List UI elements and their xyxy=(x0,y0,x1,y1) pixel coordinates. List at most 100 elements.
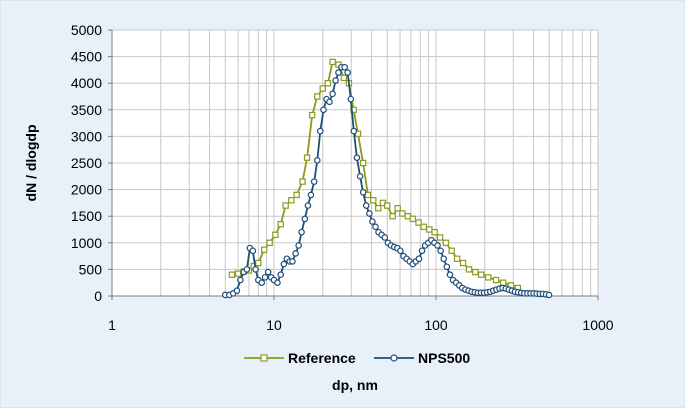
data-point-nps500 xyxy=(233,287,241,294)
data-point-nps500 xyxy=(344,69,351,76)
data-point-nps500 xyxy=(258,279,266,287)
data-point-reference xyxy=(500,279,507,286)
data-point-nps500 xyxy=(329,90,336,98)
y-tick-label: 3500 xyxy=(71,102,102,118)
data-point-nps500 xyxy=(366,210,373,217)
data-point-reference xyxy=(234,270,242,277)
data-point-nps500 xyxy=(434,242,441,249)
data-point-reference xyxy=(436,234,444,241)
data-point-nps500 xyxy=(252,266,259,273)
data-point-nps500 xyxy=(372,223,379,231)
data-point-reference xyxy=(404,213,412,220)
data-point-nps500 xyxy=(237,276,244,284)
data-point-nps500 xyxy=(249,247,257,255)
data-point-nps500 xyxy=(362,202,370,209)
data-point-reference xyxy=(329,58,336,66)
data-point-reference xyxy=(228,271,236,278)
data-point-reference xyxy=(299,178,306,185)
data-point-nps500 xyxy=(440,255,448,263)
legend-marker-reference xyxy=(260,354,268,362)
data-point-nps500 xyxy=(316,127,324,135)
y-tick-label: 3000 xyxy=(71,128,102,144)
data-point-reference xyxy=(477,271,485,278)
data-point-reference xyxy=(364,191,372,199)
data-point-reference xyxy=(340,74,348,82)
data-point-reference xyxy=(415,219,422,226)
data-point-reference xyxy=(277,220,284,228)
data-point-nps500 xyxy=(261,274,269,281)
x-tick-label: 1000 xyxy=(582,317,613,333)
legend-label-nps500: NPS500 xyxy=(418,350,470,366)
data-point-reference xyxy=(282,202,289,209)
data-point-nps500 xyxy=(437,247,444,255)
data-point-nps500 xyxy=(310,178,318,185)
series-layer xyxy=(221,58,553,299)
data-point-nps500 xyxy=(264,268,272,276)
data-point-nps500 xyxy=(356,173,364,180)
data-point-nps500 xyxy=(353,154,361,161)
data-point-reference xyxy=(359,159,367,167)
data-point-nps500 xyxy=(415,255,423,263)
data-point-reference xyxy=(384,202,391,209)
data-point-nps500 xyxy=(418,247,426,255)
data-point-reference xyxy=(465,266,473,273)
data-point-reference xyxy=(472,268,479,276)
data-point-nps500 xyxy=(307,191,315,199)
data-point-reference xyxy=(459,259,467,267)
data-point-reference xyxy=(319,85,326,92)
legend-label-reference: Reference xyxy=(288,350,356,366)
data-point-nps500 xyxy=(350,127,358,135)
y-axis-title: dN / dlogdp xyxy=(23,125,39,202)
data-point-nps500 xyxy=(289,258,296,265)
data-point-reference xyxy=(431,228,438,236)
data-point-reference xyxy=(394,205,401,212)
data-point-reference xyxy=(370,197,377,204)
data-point-nps500 xyxy=(341,63,348,71)
data-point-nps500 xyxy=(443,263,451,271)
data-point-reference xyxy=(303,154,311,161)
y-tick-label: 4500 xyxy=(71,49,102,65)
data-point-nps500 xyxy=(301,215,309,223)
data-point-nps500 xyxy=(332,77,339,84)
data-point-nps500 xyxy=(295,242,302,249)
data-point-reference xyxy=(389,213,396,220)
x-tick-label: 100 xyxy=(424,317,448,333)
series-reference xyxy=(228,58,522,292)
data-point-reference xyxy=(255,259,262,267)
legend-marker-nps500 xyxy=(390,354,398,362)
data-point-reference xyxy=(420,223,427,231)
data-point-reference xyxy=(426,226,433,233)
data-point-nps500 xyxy=(304,202,312,209)
data-point-reference xyxy=(442,239,450,246)
data-point-reference xyxy=(293,191,300,199)
data-point-nps500 xyxy=(298,228,305,236)
data-point-nps500 xyxy=(313,157,321,164)
data-point-reference xyxy=(261,246,268,253)
data-point-nps500 xyxy=(320,106,327,114)
data-point-nps500 xyxy=(326,98,333,106)
axes: 0 500 1000 1500 2000 2500 3000 3500 4000 4500 5000… xyxy=(71,22,614,333)
data-point-reference xyxy=(484,274,492,281)
data-point-reference xyxy=(314,93,321,100)
data-point-reference xyxy=(272,231,279,239)
series-nps500 xyxy=(221,63,553,299)
y-tick-label: 2000 xyxy=(71,182,102,198)
legend: Reference NPS500 xyxy=(244,350,470,366)
data-point-nps500 xyxy=(335,69,342,76)
y-tick-label: 4000 xyxy=(71,75,102,91)
legend-entry-nps500: NPS500 xyxy=(374,350,470,366)
data-point-reference xyxy=(399,210,406,217)
data-point-nps500 xyxy=(243,266,251,273)
y-tick-label: 1500 xyxy=(71,208,102,224)
data-point-nps500 xyxy=(347,95,355,103)
data-point-reference xyxy=(324,79,332,87)
y-tick-label: 2500 xyxy=(71,155,102,171)
data-point-nps500 xyxy=(274,279,281,287)
data-point-nps500 xyxy=(545,291,553,299)
data-point-nps500 xyxy=(381,234,389,241)
x-tick-label: 10 xyxy=(266,317,282,333)
data-point-nps500 xyxy=(359,188,367,196)
data-point-nps500 xyxy=(369,218,376,225)
